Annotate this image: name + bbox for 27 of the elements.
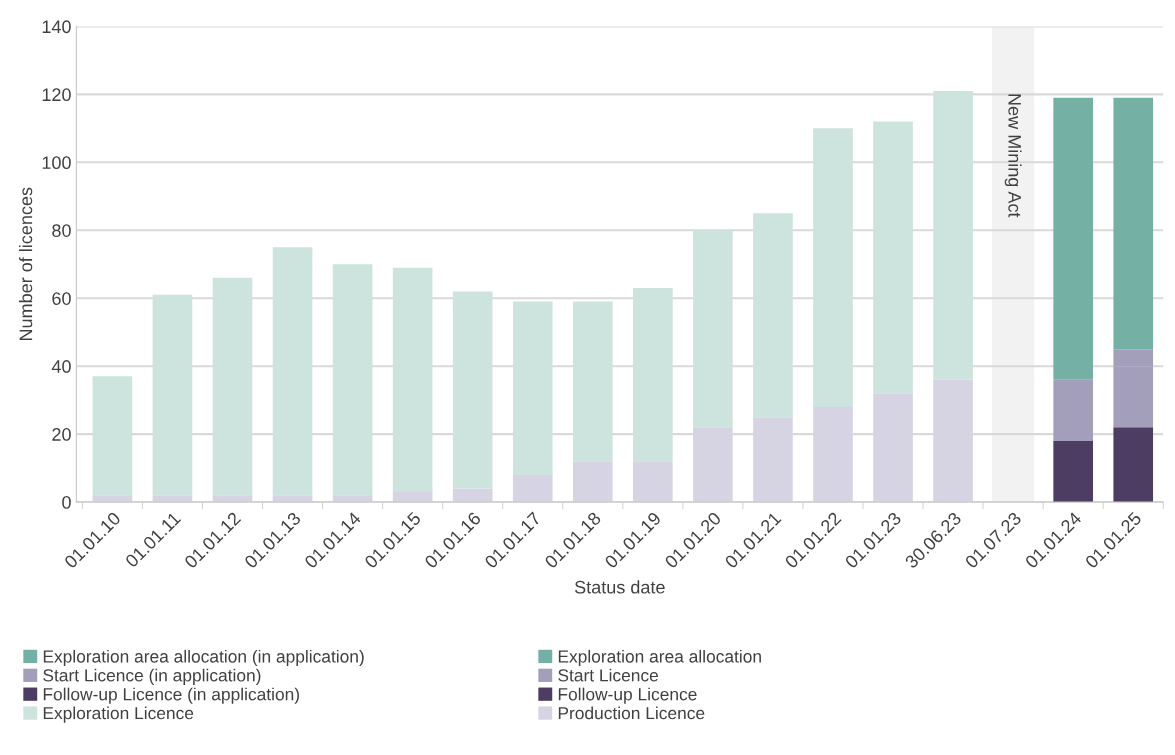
y-tick-label: 20 [52, 428, 71, 441]
legend-label: Start Licence [558, 668, 658, 682]
y-tick-label: 80 [52, 224, 71, 237]
y-tick-label: 100 [42, 156, 71, 170]
y-tick-label: 60 [52, 292, 71, 305]
band-label: New Mining Act [1004, 94, 1022, 218]
y-tick-label: 40 [51, 360, 71, 373]
legend-label: Start Licence (in application) [43, 668, 261, 685]
legend-label: Production Licence [558, 706, 705, 720]
bar [512, 474, 553, 503]
bar [633, 461, 673, 503]
legend-label: Follow-up Licence (in application) [43, 687, 299, 704]
bar [1053, 97, 1093, 380]
y-tick-label: 0 [62, 496, 71, 509]
bar [452, 488, 493, 503]
bar [1053, 379, 1093, 441]
bar [1113, 97, 1154, 350]
y-axis-title: Number of licences [19, 187, 33, 341]
y-tick-label: 140 [42, 20, 71, 34]
legend-label: Exploration Licence [43, 706, 194, 723]
x-axis-title: Status date [574, 580, 665, 594]
bar [572, 461, 613, 503]
legend-label: Follow-up Licence [558, 687, 697, 704]
legend-label: Exploration area allocation (in application) [43, 649, 364, 667]
legend-label: Exploration area allocation [558, 649, 761, 667]
y-tick-label: 120 [42, 88, 71, 102]
bar [1053, 440, 1093, 503]
